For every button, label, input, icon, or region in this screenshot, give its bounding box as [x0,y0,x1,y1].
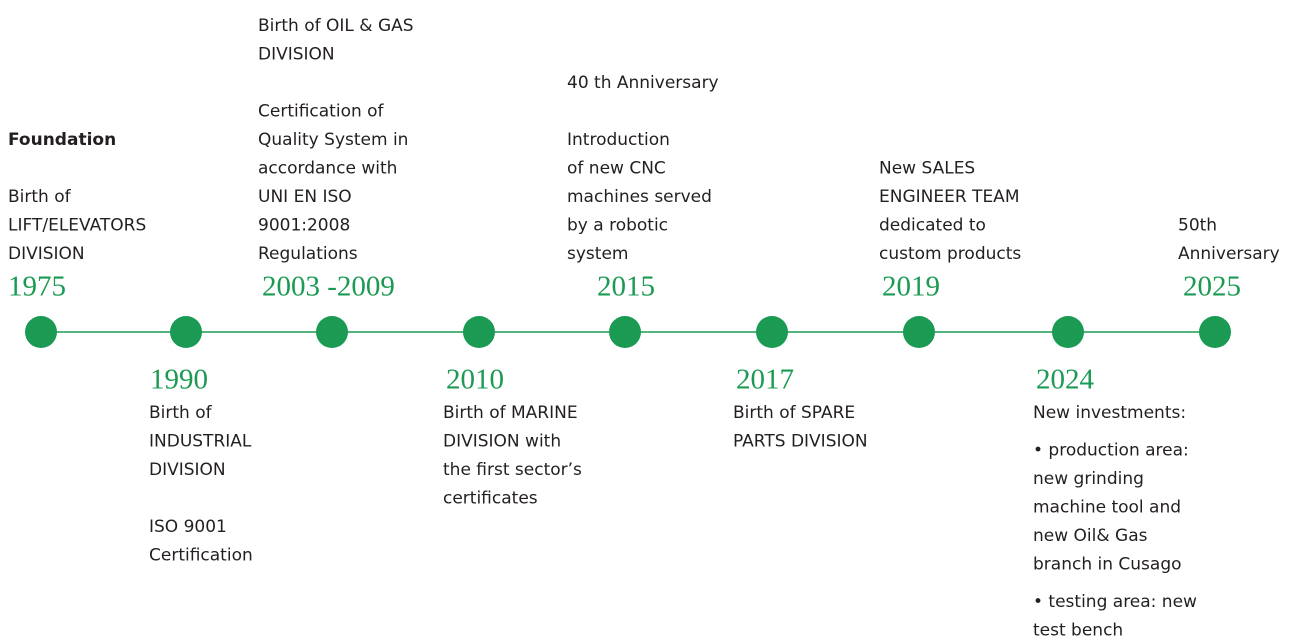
event-text: machines served [567,187,712,207]
timeline-dot [463,316,495,348]
event-text: New investments: [1033,403,1186,423]
event-text: UNI EN ISO [258,187,352,207]
event-year: 2010 [446,364,504,396]
event-text: the first sector’s [443,460,582,480]
timeline-dot [1052,316,1084,348]
event-text: dedicated to [879,216,986,236]
event-text: PARTS DIVISION [733,432,868,452]
event-text: Birth of MARINE [443,403,578,423]
event-text: Certification of [258,102,385,122]
event-text: certificates [443,489,538,509]
event-year: 2024 [1036,364,1095,396]
event-text: DIVISION [149,460,226,480]
event-text: INDUSTRIAL [149,432,252,452]
event-text: test bench [1033,621,1123,641]
event-text: LIFT/ELEVATORS [8,216,146,236]
event-text: Birth of [8,187,72,207]
timeline-dot [170,316,202,348]
event-text: branch in Cusago [1033,555,1182,575]
event-text: Birth of SPARE [733,403,855,423]
event-heading: Foundation [8,130,116,150]
event-year: 2003 -2009 [262,271,395,303]
event-text: DIVISION [258,45,335,65]
timeline-dot [609,316,641,348]
event-text: Regulations [258,244,358,264]
event-text: 50th [1178,216,1217,236]
event-text: • production area: [1033,441,1189,461]
event-text: by a robotic [567,216,668,236]
timeline-dot [1199,316,1231,348]
event-year: 2017 [736,364,794,396]
event-text: system [567,244,628,264]
event-text: machine tool and [1033,498,1181,518]
timeline-dot [903,316,935,348]
event-text: Certification [149,546,253,566]
event-text: DIVISION [8,244,85,264]
event-year: 2025 [1183,271,1241,303]
event-text: Introduction [567,130,670,150]
event-text: ISO 9001 [149,517,227,537]
event-text: accordance with [258,159,397,179]
event-text: Quality System in [258,130,408,150]
event-text: Anniversary [1178,244,1280,264]
timeline-dot [25,316,57,348]
event-text: of new CNC [567,159,666,179]
timeline-dot [756,316,788,348]
event-text: new grinding [1033,469,1144,489]
event-year: 1975 [8,271,66,303]
event-text: custom products [879,244,1021,264]
event-text: new Oil& Gas [1033,526,1148,546]
event-text: Birth of OIL & GAS [258,16,414,36]
event-year: 1990 [150,364,208,396]
event-text: New SALES [879,159,975,179]
event-year: 2019 [882,271,940,303]
event-text: ENGINEER TEAM [879,187,1019,207]
event-text: 40 th Anniversary [567,73,719,93]
event-text: • testing area: new [1033,592,1197,612]
event-text: 9001:2008 [258,216,350,236]
event-year: 2015 [597,271,655,303]
event-text: Birth of [149,403,213,423]
timeline-dot [316,316,348,348]
event-text: DIVISION with [443,432,561,452]
